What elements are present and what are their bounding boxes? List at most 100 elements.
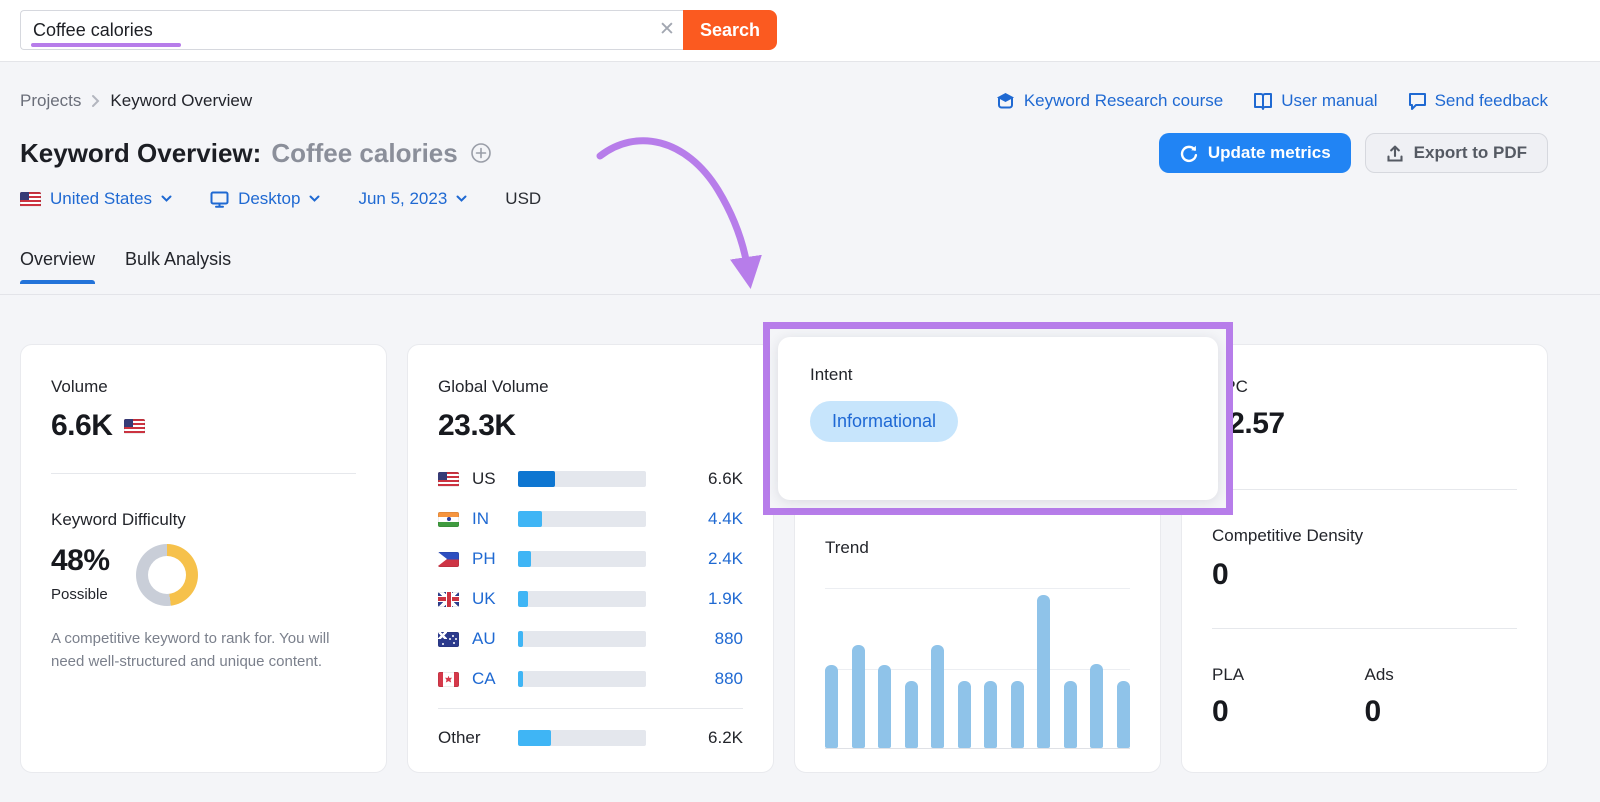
volume-bar [518,631,646,647]
location-value: United States [50,189,153,208]
trend-bar [851,644,865,748]
global-volume-row: IN 4.4K [438,499,743,539]
pla-label: PLA [1212,665,1245,684]
cpc-label: CPC [1212,377,1517,397]
card-divider [51,473,356,474]
country-code-link[interactable]: IN [472,509,489,528]
trend-label: Trend [825,538,869,557]
breadcrumb: Projects Keyword Overview [20,91,252,111]
chevron-down-icon [309,195,320,202]
in-flag-icon [438,511,459,527]
global-volume-row: AU 880 [438,619,743,659]
trend-bar [1063,681,1077,748]
uk-flag-icon [438,591,459,607]
pla-value: 0 [1212,695,1229,728]
ca-flag-icon [438,671,459,687]
volume-bar [518,551,646,567]
ads-label: Ads [1364,665,1394,684]
global-volume-row: PH 2.4K [438,539,743,579]
volume-bar [518,671,646,687]
ads-value: 0 [1364,695,1382,728]
global-volume-list: US 6.6K IN 4.4K PH 2.4K UK 1.9K AU 880 CA 880 Other 6… [438,459,743,758]
book-icon [1253,92,1273,110]
country-volume-value[interactable]: 2.4K [708,549,743,568]
country-code-link[interactable]: CA [472,669,496,688]
trend-bar [1116,681,1130,748]
volume-value: 6.6K [51,409,113,442]
update-metrics-button[interactable]: Update metrics [1158,133,1351,173]
link-label: User manual [1281,90,1378,110]
card-divider [1212,628,1517,629]
add-keyword-icon[interactable] [470,142,492,164]
export-pdf-button[interactable]: Export to PDF [1364,133,1548,173]
page-title-keyword: Coffee calories [271,137,458,168]
volume-label: Volume [51,377,108,396]
volume-bar [518,511,646,527]
clear-search-icon[interactable]: ✕ [650,10,684,50]
keyword-research-course-link[interactable]: Keyword Research course [995,90,1223,111]
trend-chart [825,588,1130,749]
other-label: Other [438,728,481,747]
global-volume-row: UK 1.9K [438,579,743,619]
trend-bar [957,681,971,748]
trend-bar [825,665,838,748]
send-feedback-link[interactable]: Send feedback [1408,90,1548,111]
search-button[interactable]: Search [683,10,777,50]
global-volume-row: CA 880 [438,659,743,699]
intent-label: Intent [810,365,853,384]
country-volume-value[interactable]: 1.9K [708,589,743,608]
chevron-down-icon [161,195,172,202]
difficulty-donut-chart [135,544,198,606]
intent-badge: Informational [810,401,959,442]
country-volume-value: 6.2K [708,728,743,747]
header-links: Keyword Research course User manual Send… [995,90,1548,111]
keyword-difficulty-tag: Possible [51,586,108,603]
card-divider [438,708,743,709]
keyword-difficulty-label: Keyword Difficulty [51,510,186,529]
breadcrumb-projects[interactable]: Projects [20,90,82,110]
trend-bar [984,681,998,748]
country-code-link[interactable]: PH [472,549,496,568]
top-search-bar: ✕ Search [0,0,1600,62]
us-flag-icon [438,471,459,487]
volume-bar [518,730,646,746]
page-title-prefix: Keyword Overview: [20,137,262,168]
refresh-icon [1179,144,1198,163]
trend-bar [1010,681,1024,748]
currency-label: USD [505,189,542,208]
user-manual-link[interactable]: User manual [1253,90,1378,111]
volume-bar [518,471,646,487]
breadcrumb-keyword-overview: Keyword Overview [110,90,253,110]
competitive-density-value: 0 [1212,558,1229,591]
country-code-link[interactable]: AU [472,629,496,648]
cpc-value: $2.57 [1212,407,1285,440]
button-label: Export to PDF [1413,143,1527,162]
tab-bar: Overview Bulk Analysis [20,249,1548,284]
device-dropdown[interactable]: Desktop [210,189,320,209]
au-flag-icon [438,631,459,647]
link-label: Send feedback [1434,90,1548,110]
tab-bulk-analysis[interactable]: Bulk Analysis [125,249,232,269]
location-dropdown[interactable]: United States [20,189,172,209]
keyword-difficulty-description: A competitive keyword to rank for. You w… [51,630,330,670]
date-value: Jun 5, 2023 [358,189,448,208]
volume-card: Volume 6.6K Keyword Difficulty 48% Possi… [20,344,387,773]
card-divider [1212,489,1517,490]
global-volume-label: Global Volume [438,377,549,396]
global-volume-card: Global Volume 23.3K US 6.6K IN 4.4K PH 2.4K UK… [407,344,774,773]
link-label: Keyword Research course [1023,90,1224,110]
tab-overview[interactable]: Overview [20,249,96,284]
date-dropdown[interactable]: Jun 5, 2023 [358,189,467,209]
global-volume-row: Other 6.2K [438,718,743,758]
intent-card: Intent Informational [778,337,1218,500]
country-volume-value[interactable]: 880 [714,629,743,648]
volume-bar [518,591,646,607]
trend-bar [1090,663,1104,748]
country-code-link[interactable]: UK [472,589,496,608]
search-input[interactable] [20,10,683,50]
trend-bar [878,665,892,748]
country-volume-value[interactable]: 880 [714,669,743,688]
country-volume-value[interactable]: 4.4K [708,509,743,528]
search-form: ✕ Search [20,10,777,50]
competitive-density-label: Competitive Density [1212,526,1364,545]
